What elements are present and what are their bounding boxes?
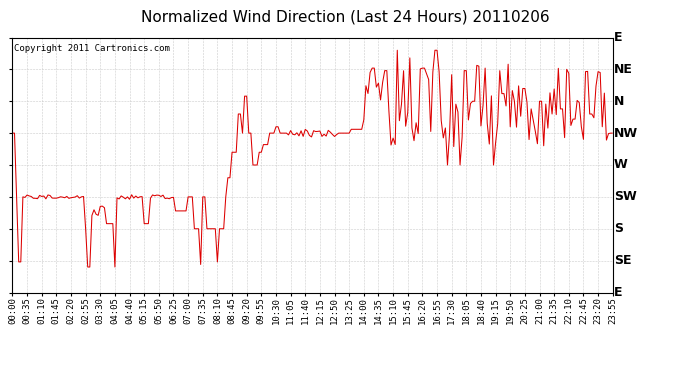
Text: S: S: [614, 222, 623, 235]
Text: Normalized Wind Direction (Last 24 Hours) 20110206: Normalized Wind Direction (Last 24 Hours…: [141, 9, 549, 24]
Text: NE: NE: [614, 63, 633, 76]
Text: SE: SE: [614, 254, 631, 267]
Text: W: W: [614, 159, 628, 171]
Text: N: N: [614, 95, 624, 108]
Text: E: E: [614, 286, 622, 299]
Text: Copyright 2011 Cartronics.com: Copyright 2011 Cartronics.com: [14, 44, 170, 53]
Text: E: E: [614, 31, 622, 44]
Text: NW: NW: [614, 127, 638, 140]
Text: SW: SW: [614, 190, 637, 203]
